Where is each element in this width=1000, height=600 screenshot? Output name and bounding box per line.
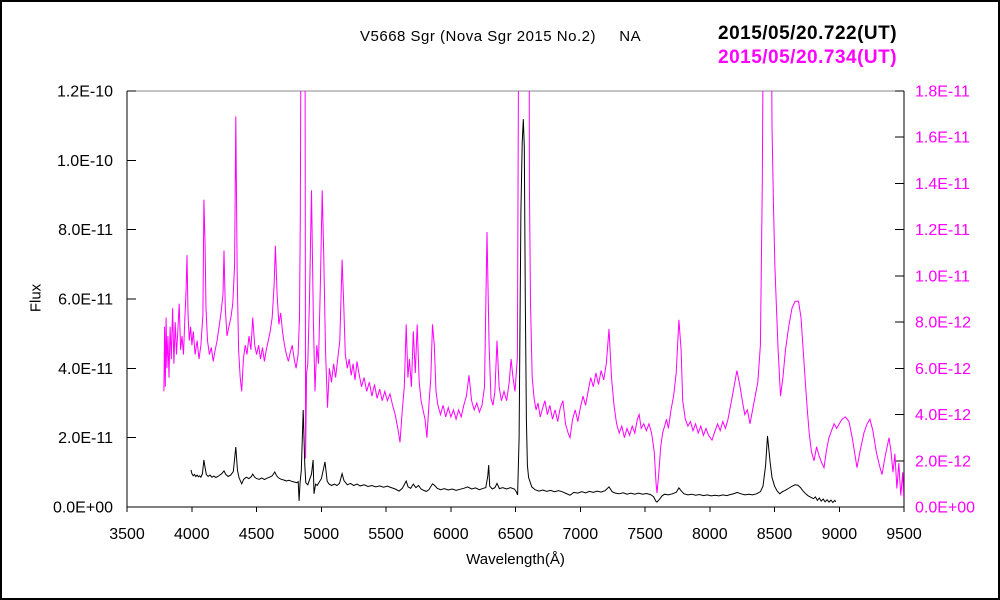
spectrum-trace-black bbox=[190, 119, 837, 504]
svg-text:6500: 6500 bbox=[498, 526, 534, 543]
svg-text:3500: 3500 bbox=[109, 526, 145, 543]
svg-text:8.0E-12: 8.0E-12 bbox=[915, 315, 971, 332]
svg-text:8000: 8000 bbox=[692, 526, 728, 543]
svg-text:4000: 4000 bbox=[174, 526, 210, 543]
svg-text:0.0E+00: 0.0E+00 bbox=[915, 500, 975, 517]
x-axis-ticks bbox=[126, 507, 905, 512]
chart-title: V5668 Sgr (Nova Sgr 2015 No.2) NA bbox=[360, 28, 642, 45]
svg-text:8500: 8500 bbox=[757, 526, 793, 543]
y-axis-title: Flux bbox=[27, 283, 45, 313]
svg-text:1.0E-11: 1.0E-11 bbox=[915, 268, 970, 285]
x-axis-title: Wavelength(Å) bbox=[466, 551, 565, 568]
svg-text:4.0E-11: 4.0E-11 bbox=[58, 361, 113, 378]
svg-text:5500: 5500 bbox=[368, 526, 404, 543]
svg-text:1.6E-11: 1.6E-11 bbox=[915, 130, 970, 147]
left-axis-labels: 0.0E+00 2.0E-11 4.0E-11 6.0E-11 8.0E-11 1.0E-… bbox=[53, 84, 113, 517]
svg-text:2.0E-12: 2.0E-12 bbox=[915, 453, 971, 470]
svg-text:6000: 6000 bbox=[433, 526, 469, 543]
svg-text:9500: 9500 bbox=[886, 526, 922, 543]
svg-text:6.0E-12: 6.0E-12 bbox=[915, 361, 971, 378]
svg-text:1.2E-10: 1.2E-10 bbox=[57, 84, 113, 101]
left-axis-ticks bbox=[127, 90, 136, 508]
svg-text:6.0E-11: 6.0E-11 bbox=[58, 292, 113, 309]
right-axis-ticks bbox=[895, 90, 904, 508]
svg-text:9000: 9000 bbox=[822, 526, 858, 543]
plot-frame bbox=[126, 90, 905, 508]
svg-text:7000: 7000 bbox=[563, 526, 599, 543]
svg-text:5000: 5000 bbox=[304, 526, 340, 543]
legend-date-black: 2015/05/20.722(UT) bbox=[718, 23, 898, 44]
svg-text:8.0E-11: 8.0E-11 bbox=[58, 222, 113, 239]
right-axis-labels: 0.0E+00 2.0E-12 4.0E-12 6.0E-12 8.0E-12 1.0E-… bbox=[915, 84, 975, 517]
svg-text:4.0E-12: 4.0E-12 bbox=[915, 407, 971, 424]
svg-text:4500: 4500 bbox=[239, 526, 275, 543]
svg-text:1.4E-11: 1.4E-11 bbox=[915, 176, 970, 193]
x-axis-labels: 3500 4000 4500 5000 5500 6000 6500 7000 7500 8000… bbox=[109, 526, 922, 543]
svg-text:2.0E-11: 2.0E-11 bbox=[58, 430, 113, 447]
legend-date-magenta: 2015/05/20.734(UT) bbox=[718, 47, 898, 68]
svg-text:0.0E+00: 0.0E+00 bbox=[53, 500, 113, 517]
svg-text:1.2E-11: 1.2E-11 bbox=[915, 222, 970, 239]
svg-text:7500: 7500 bbox=[627, 526, 663, 543]
spectrum-trace-magenta bbox=[163, 91, 904, 498]
svg-text:1.0E-10: 1.0E-10 bbox=[57, 153, 113, 170]
svg-text:1.8E-11: 1.8E-11 bbox=[915, 84, 970, 101]
